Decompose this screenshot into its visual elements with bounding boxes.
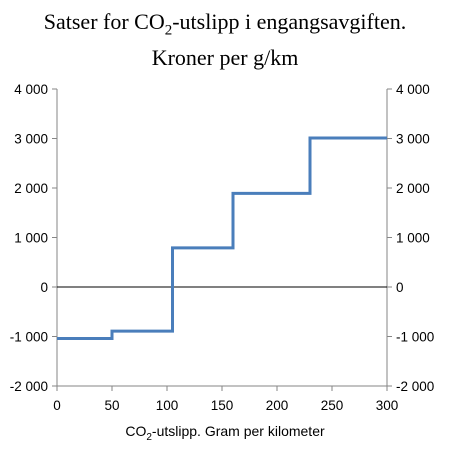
series-line — [57, 136, 387, 340]
y-tick-label-right: 2 000 — [396, 181, 430, 196]
chart-title: Satser for CO2-utslipp i engangsavgiften… — [0, 8, 450, 72]
y-tick-label-right: -1 000 — [396, 330, 434, 345]
y-tick-label-right: 3 000 — [396, 132, 430, 147]
y-tick-label-left: 3 000 — [14, 132, 48, 147]
y-tick-label-right: 4 000 — [396, 82, 430, 97]
x-tick-label: 50 — [104, 398, 119, 413]
x-tick-label: 150 — [211, 398, 234, 413]
y-tick-label-left: -2 000 — [10, 379, 48, 394]
x-axis-label: CO2-utslipp. Gram per kilometer — [125, 423, 325, 443]
title-line-1: Satser for CO2-utslipp i engangsavgiften… — [43, 9, 407, 39]
y-tick-label-left: 4 000 — [14, 82, 48, 97]
y-tick-label-right: -2 000 — [396, 379, 434, 394]
x-tick-label: 200 — [266, 398, 289, 413]
x-tick-label: 100 — [156, 398, 179, 413]
y-tick-label-left: 1 000 — [14, 231, 48, 246]
x-tick-label: 0 — [53, 398, 61, 413]
title-line-2: Kroner per g/km — [151, 45, 299, 71]
x-tick-label: 300 — [376, 398, 399, 413]
y-tick-label-left: -1 000 — [10, 330, 48, 345]
x-tick-label: 250 — [321, 398, 344, 413]
y-tick-label-left: 0 — [40, 280, 48, 295]
y-tick-label-right: 1 000 — [396, 231, 430, 246]
y-tick-label-left: 2 000 — [14, 181, 48, 196]
y-tick-label-right: 0 — [396, 280, 404, 295]
